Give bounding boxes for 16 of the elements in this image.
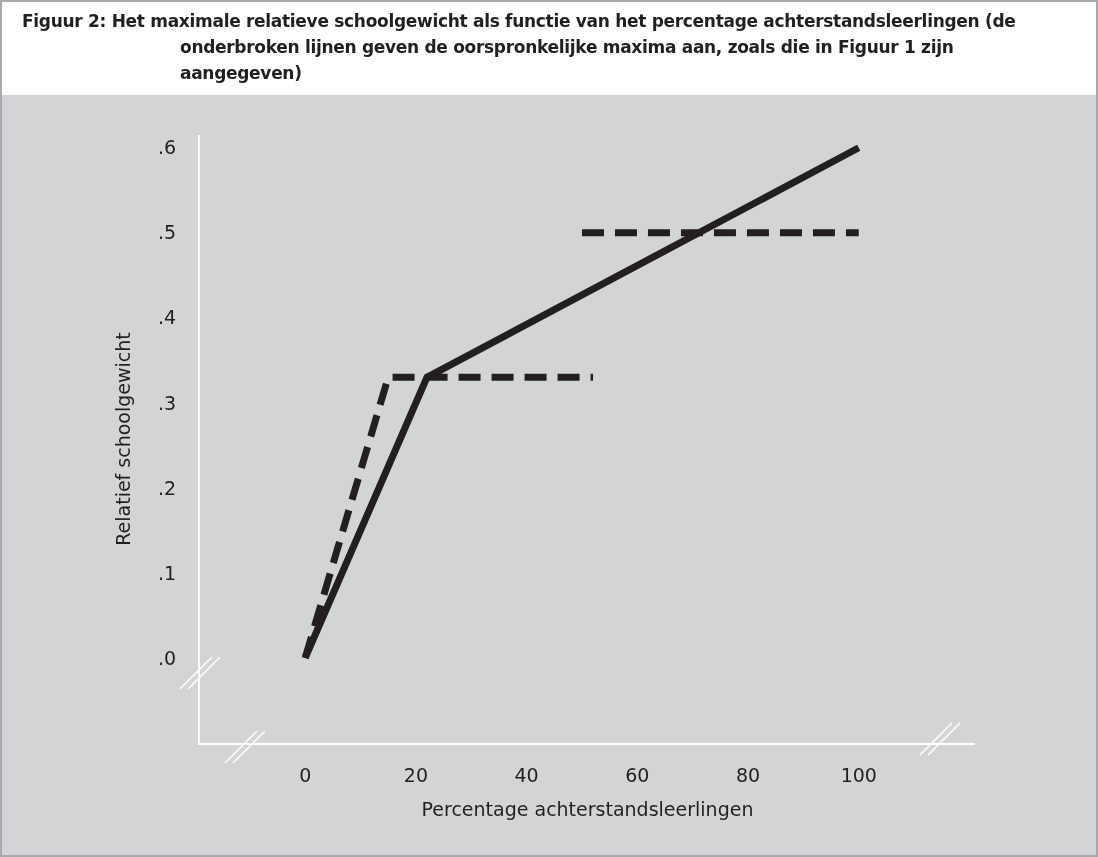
x-tick-label: 60 [625,763,650,786]
y-tick-label: .6 [158,136,177,159]
y-tick-label: .1 [158,561,177,584]
x-tick-label: 80 [735,763,761,786]
y-tick-label: .4 [158,306,177,329]
x-tick-label: 100 [840,763,877,786]
y-axis-title: Relatief schoolgewicht [112,332,135,546]
chart-title: Figuur 2: Het maximale relatieve schoolgewicht als functie van het percentage achterstandsleerlingen (de onderbroken lijnen geven de oorspronkelijke maxima aan, zoals die in Figuur 1 zijn aangegeven) [22,10,1017,85]
y-tick-label: .5 [158,221,177,244]
x-tick-label: 0 [299,763,312,786]
x-axis-title: Percentage achterstandsleerlingen [421,798,754,821]
y-tick-label: .2 [158,476,177,499]
y-tick-label: .3 [158,391,177,414]
x-tick-label: 20 [403,763,428,786]
x-tick-label: 40 [514,763,539,786]
y-tick-label: .0 [158,646,177,669]
